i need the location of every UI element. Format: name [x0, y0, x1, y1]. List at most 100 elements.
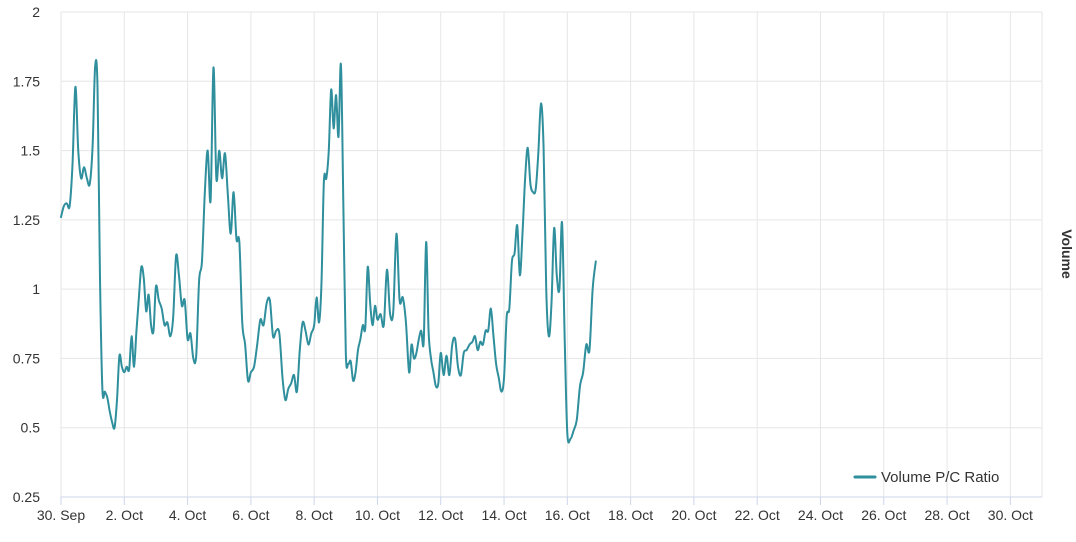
data-point[interactable] — [556, 286, 562, 292]
data-point[interactable] — [112, 425, 118, 431]
data-point[interactable] — [239, 319, 245, 325]
data-point[interactable] — [541, 145, 547, 151]
data-point[interactable] — [261, 322, 267, 328]
data-point[interactable] — [372, 303, 378, 309]
data-point[interactable] — [222, 150, 228, 156]
data-point[interactable] — [170, 314, 176, 320]
data-point[interactable] — [225, 192, 231, 198]
data-point[interactable] — [348, 358, 354, 364]
data-point[interactable] — [378, 311, 384, 317]
data-point[interactable] — [58, 214, 64, 220]
data-point[interactable] — [522, 175, 528, 181]
data-point[interactable] — [517, 272, 523, 278]
data-point[interactable] — [493, 361, 499, 367]
data-point[interactable] — [294, 389, 300, 395]
data-point[interactable] — [551, 225, 557, 231]
data-point[interactable] — [193, 353, 199, 359]
data-point[interactable] — [441, 372, 447, 378]
data-point[interactable] — [216, 148, 222, 154]
data-point[interactable] — [90, 142, 96, 148]
data-point[interactable] — [328, 87, 334, 93]
data-point[interactable] — [116, 353, 122, 359]
data-point[interactable] — [164, 319, 170, 325]
data-point[interactable] — [583, 342, 589, 348]
data-point[interactable] — [173, 253, 179, 259]
data-point[interactable] — [580, 369, 586, 375]
data-point[interactable] — [338, 62, 344, 68]
data-point[interactable] — [143, 308, 149, 314]
data-point[interactable] — [525, 145, 531, 151]
data-point[interactable] — [430, 369, 436, 375]
data-point[interactable] — [219, 175, 225, 181]
data-point[interactable] — [340, 203, 346, 209]
data-point[interactable] — [423, 239, 429, 245]
data-point[interactable] — [107, 408, 113, 414]
data-point[interactable] — [527, 181, 533, 187]
data-point[interactable] — [428, 355, 434, 361]
data-point[interactable] — [109, 419, 115, 425]
data-point[interactable] — [571, 427, 577, 433]
data-point[interactable] — [316, 319, 322, 325]
data-point[interactable] — [506, 306, 512, 312]
data-point[interactable] — [210, 64, 216, 70]
data-point[interactable] — [231, 189, 237, 195]
data-point[interactable] — [129, 333, 135, 339]
data-point[interactable] — [501, 375, 507, 381]
data-point[interactable] — [288, 380, 294, 386]
data-point[interactable] — [156, 297, 162, 303]
data-point[interactable] — [519, 231, 525, 237]
data-point[interactable] — [365, 264, 371, 270]
data-point[interactable] — [586, 347, 592, 353]
data-point[interactable] — [413, 350, 419, 356]
data-point[interactable] — [469, 339, 475, 345]
data-point[interactable] — [549, 300, 555, 306]
data-point[interactable] — [282, 397, 288, 403]
data-point[interactable] — [331, 125, 337, 131]
data-point[interactable] — [270, 333, 276, 339]
data-point[interactable] — [102, 389, 108, 395]
data-point[interactable] — [199, 258, 205, 264]
data-point[interactable] — [384, 267, 390, 273]
data-point[interactable] — [403, 319, 409, 325]
data-point[interactable] — [543, 286, 549, 292]
data-point[interactable] — [538, 100, 544, 106]
data-point[interactable] — [343, 350, 349, 356]
data-point[interactable] — [104, 394, 110, 400]
data-point[interactable] — [488, 306, 494, 312]
data-point[interactable] — [458, 372, 464, 378]
data-point[interactable] — [72, 84, 78, 90]
data-point[interactable] — [276, 330, 282, 336]
data-point[interactable] — [114, 397, 120, 403]
data-point[interactable] — [167, 333, 173, 339]
data-point[interactable] — [251, 364, 257, 370]
data-point[interactable] — [303, 328, 309, 334]
data-point[interactable] — [496, 375, 502, 381]
data-point[interactable] — [242, 342, 248, 348]
data-point[interactable] — [136, 294, 142, 300]
data-point[interactable] — [70, 161, 76, 167]
data-point[interactable] — [485, 328, 491, 334]
data-point[interactable] — [280, 375, 286, 381]
data-point[interactable] — [353, 369, 359, 375]
data-point[interactable] — [228, 231, 234, 237]
data-point[interactable] — [554, 272, 560, 278]
data-point[interactable] — [267, 297, 273, 303]
data-point[interactable] — [159, 306, 165, 312]
data-point[interactable] — [285, 386, 291, 392]
data-point[interactable] — [564, 430, 570, 436]
data-point[interactable] — [291, 372, 297, 378]
data-point[interactable] — [514, 222, 520, 228]
data-point[interactable] — [355, 347, 361, 353]
data-point[interactable] — [350, 378, 356, 384]
data-point[interactable] — [546, 333, 552, 339]
data-point[interactable] — [409, 342, 415, 348]
data-point[interactable] — [590, 286, 596, 292]
data-point[interactable] — [509, 258, 515, 264]
data-point[interactable] — [97, 272, 103, 278]
data-point[interactable] — [67, 203, 73, 209]
data-point[interactable] — [567, 436, 573, 442]
legend[interactable]: Volume P/C Ratio — [853, 469, 999, 486]
data-point[interactable] — [305, 342, 311, 348]
data-point[interactable] — [393, 231, 399, 237]
data-point[interactable] — [248, 369, 254, 375]
